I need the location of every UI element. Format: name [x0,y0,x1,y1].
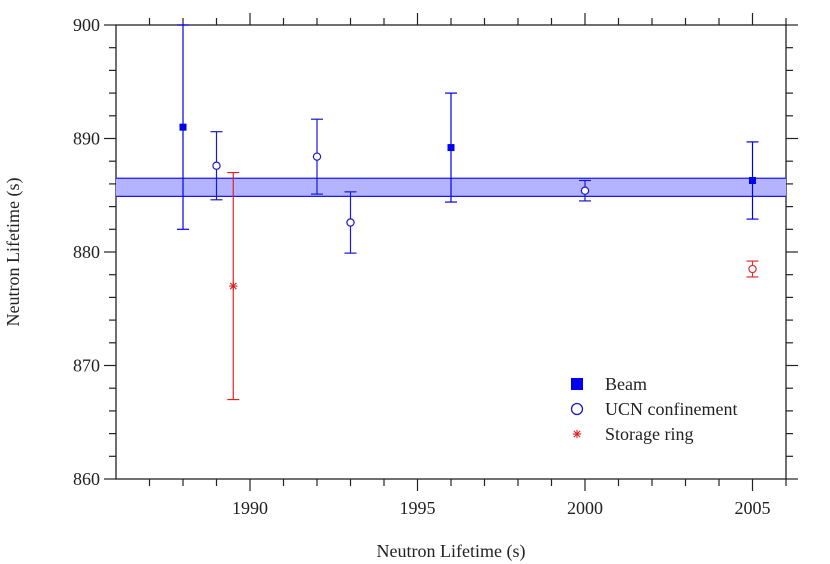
data-point [746,141,759,220]
point-marker [748,264,757,274]
x-tick-label: 2000 [567,498,603,518]
data-layer [177,24,759,401]
ticks-layer [104,13,798,491]
x-tick-label: 1990 [232,498,268,518]
y-tick-label: 880 [73,242,100,262]
legend-label: Beam [605,374,647,394]
data-point [311,118,323,195]
legend-marker [572,429,582,439]
y-tick-label: 860 [73,469,100,489]
data-point [227,171,240,401]
y-tick-label: 870 [73,356,100,376]
point-marker [179,123,187,131]
x-tick-label: 2005 [735,498,771,518]
y-tick-label: 900 [73,15,100,35]
legend-marker [571,378,583,390]
data-point [177,24,189,230]
asterisk-stroke [229,282,237,290]
data-point [344,191,357,254]
legend-label: Storage ring [605,424,693,444]
point-marker [447,144,455,152]
data-point [746,260,759,278]
data-point [579,179,591,202]
data-point [445,92,457,203]
asterisk-stroke [573,430,581,438]
tick-labels-layer: 1990 1995 2000 2005 860 870 880 890 900 [73,15,771,518]
legend-marker [570,402,584,416]
point-marker [346,218,355,227]
y-axis-title: Neutron Lifetime (s) [3,178,24,327]
legend-label: UCN confinement [605,399,737,419]
y-tick-label: 890 [73,129,100,149]
point-marker [212,161,221,170]
point-marker [312,152,322,161]
point-marker [749,176,756,184]
data-point [210,131,223,201]
legend: Beam UCN confinement Storage ring [570,374,737,444]
point-marker [229,281,238,291]
point-marker [580,186,590,195]
x-axis-title: Neutron Lifetime (s) [377,541,526,562]
legend-entry: UCN confinement [570,399,737,419]
x-tick-label: 1995 [400,498,436,518]
legend-entry: Storage ring [572,424,693,444]
legend-entry: Beam [571,374,647,394]
